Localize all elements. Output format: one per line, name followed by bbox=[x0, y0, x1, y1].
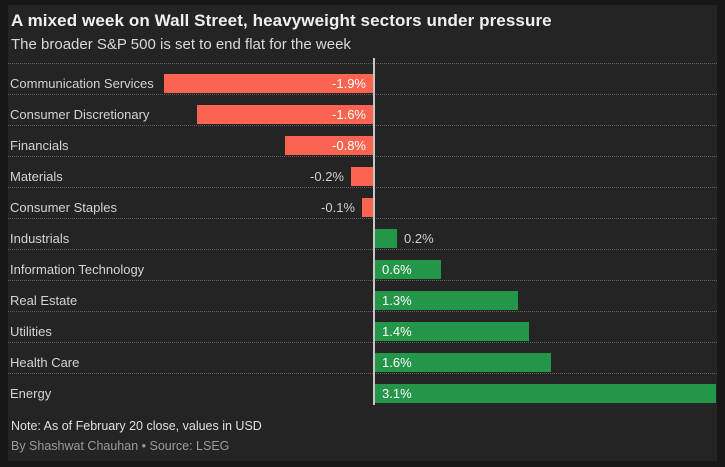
sector-label: Real Estate bbox=[10, 293, 78, 308]
chart-row: Information Technology 0.6% bbox=[8, 249, 717, 280]
value-label: 0.2% bbox=[404, 231, 434, 246]
chart-row: Utilities 1.4% bbox=[8, 311, 717, 342]
chart-bar bbox=[362, 198, 373, 217]
chart-bar bbox=[197, 105, 373, 124]
chart-bar bbox=[285, 136, 373, 155]
chart-bar bbox=[375, 260, 441, 279]
chart-row: Financials -0.8% bbox=[8, 125, 717, 156]
chart-bar bbox=[351, 167, 373, 186]
chart-row: Industrials 0.2% bbox=[8, 218, 717, 249]
sector-label: Industrials bbox=[10, 231, 70, 246]
value-label: -1.9% bbox=[332, 76, 366, 91]
value-label: -0.2% bbox=[310, 169, 344, 184]
sector-label: Information Technology bbox=[10, 262, 145, 277]
value-label: 3.1% bbox=[382, 386, 412, 401]
value-label: -1.6% bbox=[332, 107, 366, 122]
chart-subtitle: The broader S&P 500 is set to end flat f… bbox=[11, 36, 351, 53]
sector-label: Consumer Staples bbox=[10, 200, 117, 215]
value-label: 1.4% bbox=[382, 324, 412, 339]
chart-note: Note: As of February 20 close, values in… bbox=[11, 419, 262, 433]
chart-bar bbox=[375, 384, 716, 403]
chart-row: Real Estate 1.3% bbox=[8, 280, 717, 311]
chart-bar bbox=[164, 74, 373, 93]
chart-row: Energy 3.1% bbox=[8, 373, 717, 404]
chart-row: Health Care 1.6% bbox=[8, 342, 717, 373]
chart-byline: By Shashwat Chauhan • Source: LSEG bbox=[11, 439, 230, 453]
sector-label: Financials bbox=[10, 138, 69, 153]
sector-label: Materials bbox=[10, 169, 63, 184]
sector-label: Consumer Discretionary bbox=[10, 107, 150, 122]
sector-label: Communication Services bbox=[10, 76, 154, 91]
value-label: 1.3% bbox=[382, 293, 412, 308]
chart-row: Consumer Discretionary -1.6% bbox=[8, 94, 717, 125]
chart-bar bbox=[375, 322, 529, 341]
chart-bar bbox=[375, 353, 551, 372]
sector-label: Health Care bbox=[10, 355, 80, 370]
value-label: 0.6% bbox=[382, 262, 412, 277]
chart-row: Materials -0.2% bbox=[8, 156, 717, 187]
chart-bar bbox=[375, 291, 518, 310]
sector-label: Utilities bbox=[10, 324, 52, 339]
bar-chart: Communication Services -1.9% Consumer Disc… bbox=[8, 58, 717, 405]
chart-bar bbox=[375, 229, 397, 248]
value-label: 1.6% bbox=[382, 355, 412, 370]
chart-row: Consumer Staples -0.1% bbox=[8, 187, 717, 218]
zero-baseline bbox=[373, 58, 375, 405]
value-label: -0.1% bbox=[321, 200, 355, 215]
chart-card: A mixed week on Wall Street, heavyweight… bbox=[8, 5, 717, 461]
value-label: -0.8% bbox=[332, 138, 366, 153]
chart-title: A mixed week on Wall Street, heavyweight… bbox=[11, 11, 552, 30]
chart-row: Communication Services -1.9% bbox=[8, 63, 717, 94]
sector-label: Energy bbox=[10, 386, 52, 401]
